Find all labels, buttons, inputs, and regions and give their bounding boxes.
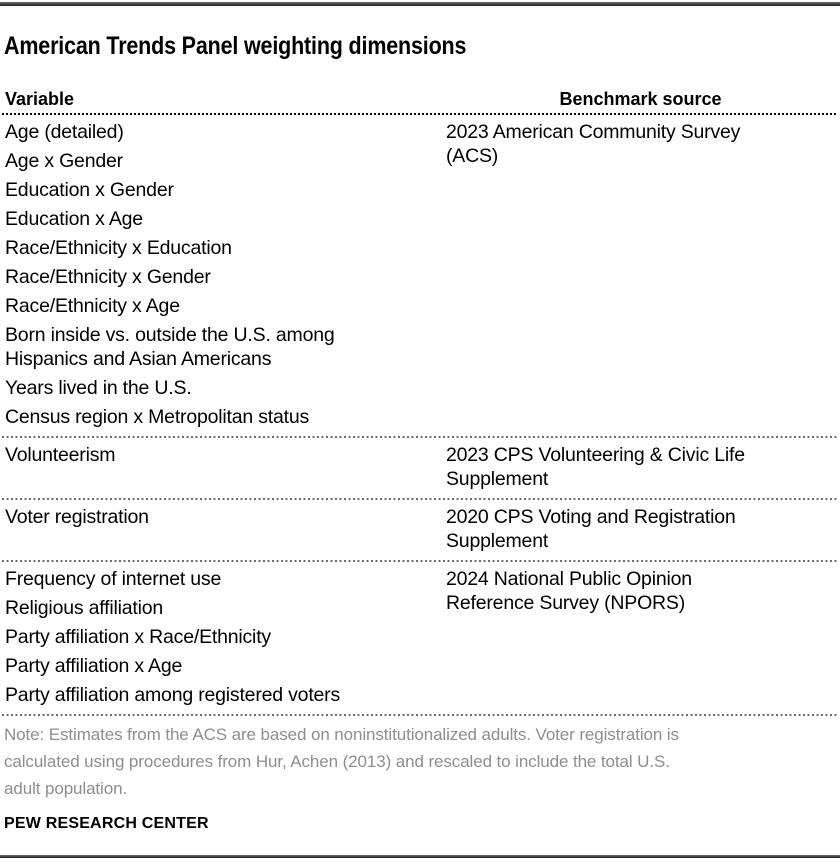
variable-item: Education x Gender [5,179,174,201]
table-section-voter-registration: Voter registration 2020 CPS Voting and R… [2,500,838,560]
table-section-volunteerism: Volunteerism 2023 CPS Volunteering & Civ… [2,438,838,498]
benchmark-source: 2024 National Public Opinion Reference S… [446,568,692,614]
benchmark-cell: 2023 American Community Survey (ACS) [442,120,838,429]
variable-item: Religious affiliation [5,597,164,619]
table-section-acs: Age (detailed) Age x Gender Education x … [2,115,838,436]
variable-item: Race/Ethnicity x Gender [5,266,211,288]
variable-item: Years lived in the U.S. [5,377,192,399]
variable-item: Age x Gender [5,150,123,172]
variable-item: Frequency of internet use [5,568,222,590]
benchmark-source: 2020 CPS Voting and Registration Supplem… [446,506,736,552]
table-section-npors: Frequency of internet use Religious affi… [2,562,838,714]
benchmark-source: 2023 CPS Volunteering & Civic Life Suppl… [446,444,745,490]
benchmark-cell: 2023 CPS Volunteering & Civic Life Suppl… [442,443,838,491]
section-separator [2,560,838,562]
brand-footer: PEW RESEARCH CENTER [4,815,209,832]
page-title: American Trends Panel weighting dimensio… [4,32,467,60]
variable-item: Born inside vs. outside the U.S. among H… [5,324,335,370]
variable-item: Age (detailed) [5,121,124,143]
variable-item: Party affiliation x Age [5,655,183,677]
column-header-benchmark-source: Benchmark source [559,89,722,109]
variable-item: Race/Ethnicity x Age [5,295,180,317]
variable-item: Volunteerism [5,444,116,466]
benchmark-cell: 2020 CPS Voting and Registration Supplem… [442,505,838,553]
variable-cell: Age (detailed) Age x Gender Education x … [2,120,442,429]
section-separator [2,498,838,500]
column-header-variable: Variable [5,89,75,109]
note-separator [2,714,838,716]
benchmark-source: 2023 American Community Survey (ACS) [446,121,741,167]
variable-cell: Voter registration [2,505,442,553]
variable-item: Race/Ethnicity x Education [5,237,232,259]
variable-cell: Volunteerism [2,443,442,491]
variable-cell: Frequency of internet use Religious affi… [2,567,442,707]
header-separator [2,113,838,115]
variable-item: Census region x Metropolitan status [5,406,310,428]
variable-item: Voter registration [5,506,149,528]
table-header-row: Variable Benchmark source [2,89,838,113]
bottom-rule-bar [0,855,840,858]
variable-item: Party affiliation among registered voter… [5,684,341,706]
top-rule-bar [0,2,840,6]
note-text: Note: Estimates from the ACS are based o… [4,725,679,798]
variable-item: Party affiliation x Race/Ethnicity [5,626,271,648]
benchmark-cell: 2024 National Public Opinion Reference S… [442,567,838,707]
variable-item: Education x Age [5,208,143,230]
section-separator [2,436,838,438]
